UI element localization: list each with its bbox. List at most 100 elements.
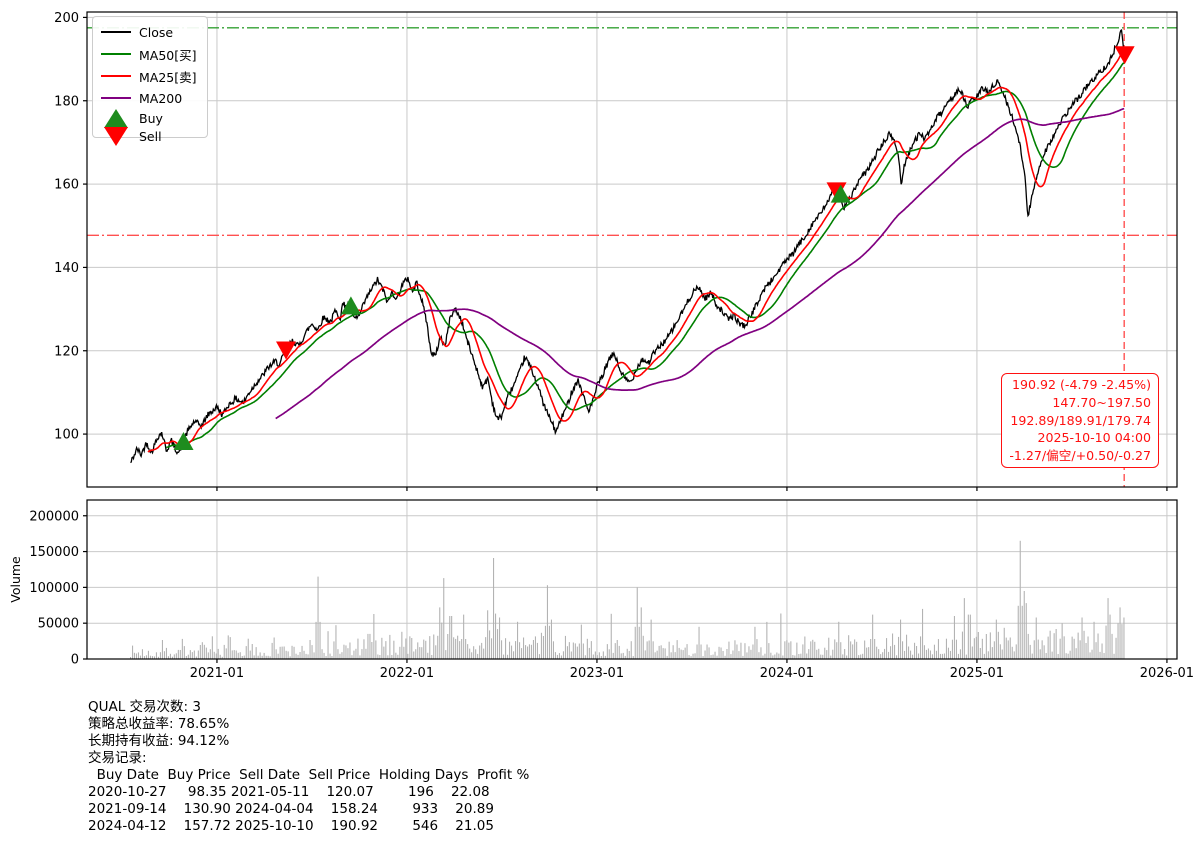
volume-bar xyxy=(313,652,315,659)
volume-bar xyxy=(173,654,175,659)
volume-bar xyxy=(515,641,517,659)
volume-bar xyxy=(189,650,191,659)
volume-bar xyxy=(343,644,345,659)
volume-bar xyxy=(758,652,760,659)
volume-bar xyxy=(838,621,840,659)
volume-bar xyxy=(572,642,574,659)
volume-bar xyxy=(660,645,662,659)
volume-bar xyxy=(592,654,594,659)
volume-bar xyxy=(211,636,213,659)
volume-bar xyxy=(1003,627,1005,659)
volume-bar xyxy=(197,650,199,659)
volume-bar xyxy=(481,642,483,659)
volume-bar xyxy=(812,639,814,659)
volume-bar xyxy=(509,641,511,659)
volume-bar xyxy=(993,641,995,659)
volume-bar xyxy=(910,650,912,659)
volume-bar xyxy=(133,652,135,659)
legend: Close MA50[买] MA25[卖] MA200 Buy Sell xyxy=(92,16,208,146)
volume-bar xyxy=(999,644,1001,659)
volume-bar xyxy=(906,634,908,659)
volume-bar xyxy=(185,656,187,659)
volume-bar xyxy=(664,648,666,659)
volume-bar xyxy=(576,646,578,659)
volume-bar xyxy=(283,646,285,659)
line-swatch-icon xyxy=(101,53,131,55)
volume-bar xyxy=(937,639,939,659)
ma200-line xyxy=(275,107,1125,420)
volume-bar xyxy=(528,644,530,659)
volume-bar xyxy=(381,637,383,659)
x-tick-label: 2025-01 xyxy=(950,666,1004,681)
volume-bar xyxy=(730,654,732,659)
volume-bar xyxy=(1089,652,1091,659)
volume-bar xyxy=(201,642,203,659)
volume-bar xyxy=(1101,643,1103,659)
volume-bar xyxy=(229,637,231,659)
volume-bar xyxy=(866,647,868,659)
volume-bar xyxy=(1039,649,1041,659)
volume-bar xyxy=(385,641,387,659)
volume-bar xyxy=(275,649,277,659)
volume-bar xyxy=(331,656,333,659)
volume-bar xyxy=(961,631,963,659)
volume-bar xyxy=(536,642,538,659)
volume-bar xyxy=(309,640,311,659)
volume-bar xyxy=(965,654,967,659)
volume-bar xyxy=(1075,648,1077,659)
volume-bar xyxy=(728,641,730,659)
volume-bar xyxy=(457,635,459,659)
sell-marker-icon xyxy=(101,126,131,146)
volume-bar xyxy=(680,649,682,659)
volume-bar xyxy=(718,646,720,659)
volume-bar xyxy=(157,656,159,659)
volume-bar xyxy=(413,651,415,659)
volume-bar xyxy=(177,649,179,659)
volume-bar xyxy=(742,655,744,659)
volume-bar xyxy=(738,651,740,659)
volume-bar xyxy=(816,649,818,659)
volume-bar xyxy=(427,652,429,659)
volume-bar xyxy=(941,653,943,659)
volume-bar xyxy=(475,649,477,659)
volume-bar xyxy=(215,653,217,659)
volume-bar xyxy=(507,654,509,659)
volume-bar xyxy=(694,653,696,659)
volume-bar xyxy=(548,625,550,659)
volume-bar xyxy=(914,642,916,659)
volume-bar xyxy=(820,654,822,659)
volume-bar xyxy=(626,648,628,659)
volume-bar xyxy=(429,636,431,659)
volume-bar xyxy=(261,655,263,659)
volume-bar xyxy=(580,624,582,659)
volume-bar xyxy=(139,655,141,659)
legend-item-sell: Sell xyxy=(101,126,207,146)
volume-bar xyxy=(461,639,463,659)
volume-bar xyxy=(311,645,313,659)
annotation-line: 147.70~197.50 xyxy=(1052,394,1151,410)
volume-bar xyxy=(602,651,604,659)
summary-line: 长期持有收益: 94.12% xyxy=(88,733,230,749)
volume-bar xyxy=(794,655,796,659)
volume-bar xyxy=(451,616,453,659)
volume-bar xyxy=(556,654,558,659)
volume-bar xyxy=(299,652,301,659)
volume-bar xyxy=(1085,643,1087,659)
volume-bar xyxy=(1105,625,1107,659)
volume-bar xyxy=(724,655,726,659)
volume-bar xyxy=(714,651,716,659)
volume-bar xyxy=(1083,630,1085,659)
volume-bar xyxy=(798,654,800,659)
volume-bar xyxy=(612,652,614,659)
volume-bar xyxy=(205,647,207,659)
volume-bar xyxy=(894,644,896,659)
volume-bar xyxy=(546,585,548,659)
volume-bar xyxy=(1063,636,1065,659)
axes-spine xyxy=(86,499,1178,660)
volume-bar xyxy=(411,638,413,659)
volume-bar xyxy=(756,639,758,659)
volume-bar xyxy=(455,638,457,659)
volume-bar xyxy=(1001,649,1003,659)
volume-bar xyxy=(884,648,886,659)
